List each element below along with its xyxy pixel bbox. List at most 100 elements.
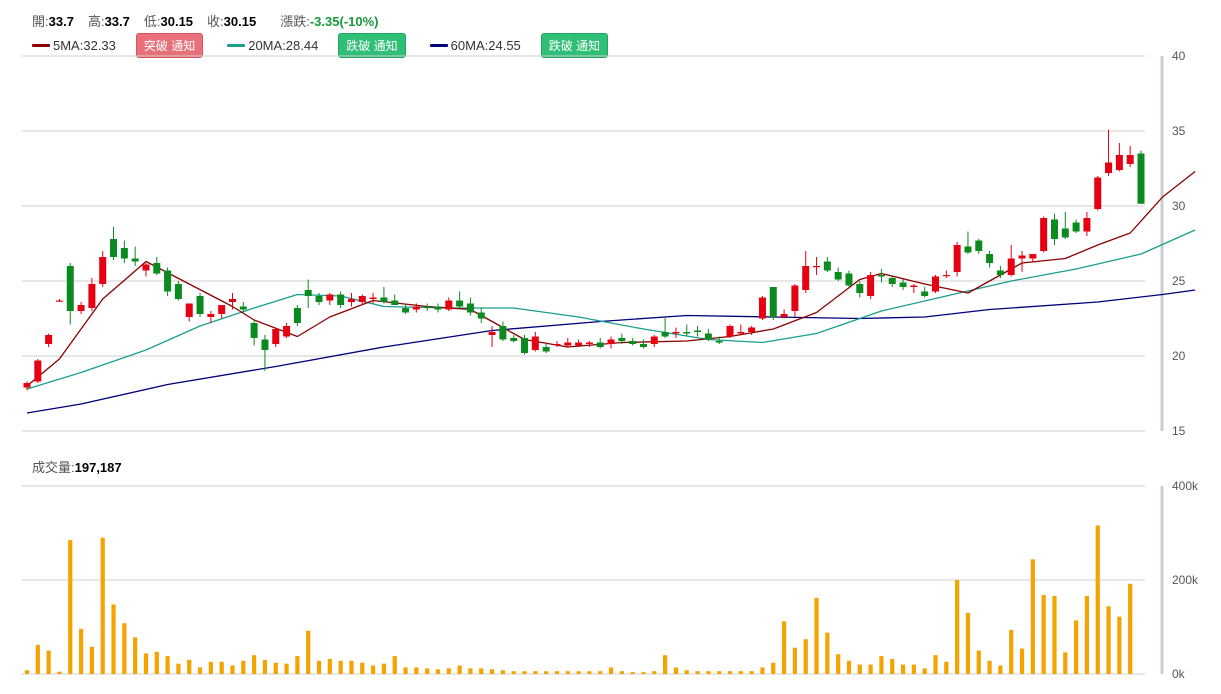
candle-up bbox=[748, 327, 756, 332]
volume-bar bbox=[846, 660, 852, 674]
volume-label: 成交量: bbox=[32, 460, 75, 475]
volume-bar bbox=[122, 623, 127, 674]
volume-bar bbox=[392, 656, 397, 674]
volume-bar bbox=[176, 663, 181, 674]
candle-down bbox=[996, 270, 1004, 275]
volume-bar bbox=[933, 655, 938, 674]
volume-bar bbox=[1095, 525, 1100, 674]
close-value: 30.15 bbox=[223, 14, 257, 29]
candle-down bbox=[466, 303, 474, 313]
candle-up bbox=[758, 297, 766, 319]
candle-down bbox=[1050, 219, 1058, 239]
volume-bar bbox=[24, 670, 30, 674]
volume-bar bbox=[425, 668, 430, 674]
candle-down bbox=[1137, 153, 1145, 204]
candle-down bbox=[315, 296, 323, 302]
candle-up bbox=[358, 296, 366, 302]
candle-up bbox=[412, 306, 420, 310]
volume-bar bbox=[554, 671, 560, 674]
volume-bar bbox=[414, 667, 419, 674]
candle-down bbox=[629, 341, 637, 344]
candle-down bbox=[402, 308, 410, 313]
volume-bar bbox=[652, 671, 657, 674]
volume-bar bbox=[598, 671, 603, 674]
volume-bar bbox=[673, 667, 679, 674]
candle-down bbox=[423, 306, 431, 308]
candle-up bbox=[942, 275, 950, 277]
candle-down bbox=[769, 287, 777, 317]
candle-up bbox=[45, 335, 53, 344]
volume-bar bbox=[381, 663, 387, 674]
candle-down bbox=[986, 254, 994, 263]
volume-bar bbox=[165, 656, 170, 674]
change-value: -3.35(-10%) bbox=[309, 14, 379, 29]
ma5-breakout-notify-button[interactable]: 突破 通知 bbox=[135, 33, 204, 58]
volume-bar bbox=[284, 663, 289, 674]
candle-up bbox=[780, 314, 788, 317]
candle-up bbox=[185, 303, 193, 317]
volume-bar bbox=[857, 664, 862, 674]
volume-bar bbox=[836, 654, 841, 674]
candle-down bbox=[823, 261, 831, 271]
volume-bar bbox=[781, 621, 787, 674]
volume-bar bbox=[987, 660, 992, 674]
volume-bar bbox=[771, 662, 776, 674]
candle-down bbox=[250, 323, 258, 338]
candle-up bbox=[802, 266, 810, 290]
ma60-swatch bbox=[429, 44, 448, 47]
volume-bar bbox=[327, 658, 332, 674]
candle-down bbox=[1072, 222, 1080, 232]
candle-up bbox=[142, 264, 150, 271]
volume-bar bbox=[273, 662, 278, 674]
candle-up bbox=[813, 266, 821, 268]
volume-bar bbox=[57, 671, 62, 674]
volume-bar bbox=[544, 671, 549, 674]
volume-bar bbox=[944, 661, 949, 674]
ma60-breakdown-notify-button[interactable]: 跌破 通知 bbox=[540, 33, 609, 58]
candle-down bbox=[391, 300, 399, 305]
volume-bar bbox=[1009, 629, 1014, 674]
ma5-swatch bbox=[32, 44, 50, 47]
close-label: 收: bbox=[207, 14, 224, 29]
candle-down bbox=[153, 263, 161, 274]
candle-up bbox=[932, 276, 940, 292]
volume-bar bbox=[111, 604, 116, 674]
candle-up bbox=[867, 275, 875, 296]
candle-down bbox=[66, 266, 74, 311]
price-tick-label: 40 bbox=[1172, 49, 1186, 63]
volume-bar bbox=[468, 668, 473, 674]
candle-down bbox=[661, 332, 669, 337]
volume-bar bbox=[717, 671, 722, 674]
high-label: 高: bbox=[87, 14, 105, 29]
volume-bar bbox=[911, 664, 916, 674]
candle-up bbox=[326, 294, 334, 301]
change-label: 漲跌: bbox=[280, 14, 310, 29]
candle-up bbox=[564, 342, 572, 346]
candle-up bbox=[672, 332, 680, 334]
candle-down bbox=[293, 308, 301, 323]
ma20-breakdown-notify-button[interactable]: 跌破 通知 bbox=[338, 33, 406, 58]
price-tick-label: 25 bbox=[1172, 274, 1186, 288]
candle-up bbox=[1126, 155, 1134, 164]
candle-up bbox=[369, 297, 377, 299]
volume-tick-label: 200k bbox=[1172, 573, 1199, 587]
candle-up bbox=[488, 332, 496, 335]
open-value: 33.7 bbox=[48, 14, 74, 29]
volume-bar bbox=[262, 659, 268, 674]
candle-up bbox=[207, 314, 215, 317]
candle-down bbox=[477, 312, 485, 319]
ma5-label: 5MA:32.33 bbox=[53, 38, 116, 53]
high-value: 33.7 bbox=[104, 14, 130, 29]
candle-up bbox=[23, 383, 31, 388]
candle-up bbox=[55, 300, 63, 302]
candle-down bbox=[618, 338, 626, 341]
candle-up bbox=[1018, 255, 1026, 259]
price-tick-label: 30 bbox=[1172, 199, 1186, 213]
volume-bar bbox=[922, 668, 927, 674]
volume-bar bbox=[197, 667, 203, 674]
candle-up bbox=[99, 257, 107, 284]
volume-bar bbox=[208, 661, 213, 674]
volume-bar bbox=[792, 647, 798, 674]
candle-down bbox=[888, 278, 896, 284]
